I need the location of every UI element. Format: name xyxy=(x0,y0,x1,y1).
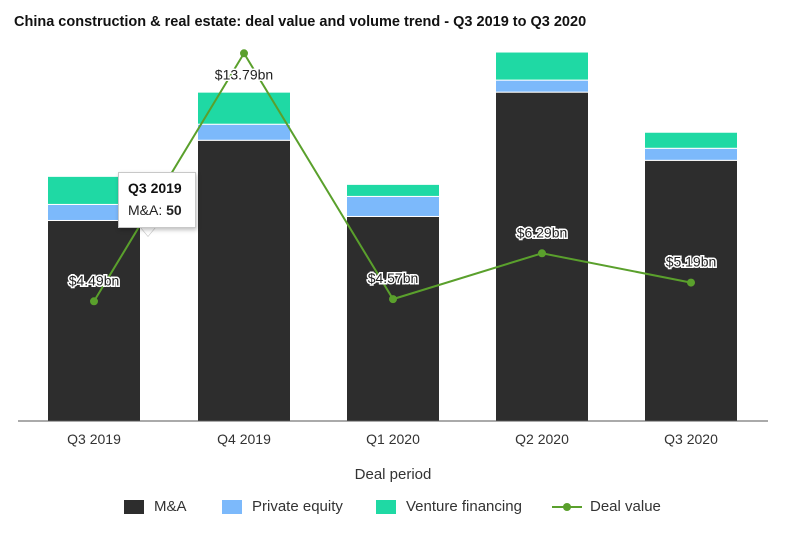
deal-value-point[interactable] xyxy=(687,278,695,287)
bars-layer xyxy=(47,51,738,422)
legend-label-ma: M&A xyxy=(154,498,187,515)
bar-venture-financing-3[interactable] xyxy=(495,51,589,81)
legend-swatch-venture-financing xyxy=(376,499,396,514)
tooltip-series-label: M&A: xyxy=(128,202,163,218)
bar-private-equity-1[interactable] xyxy=(197,123,291,141)
legend-item-deal-value[interactable]: Deal value xyxy=(552,498,661,515)
deal-value-point[interactable] xyxy=(240,49,248,58)
bar-private-equity-4[interactable] xyxy=(644,147,738,161)
legend-label-venture-financing: Venture financing xyxy=(406,498,522,515)
tooltip-row: M&A: 50 xyxy=(128,202,182,218)
legend-item-private-equity[interactable]: Private equity xyxy=(222,498,343,515)
legend-item-venture-financing[interactable]: Venture financing xyxy=(376,498,522,515)
bar-venture-financing-1[interactable] xyxy=(197,91,291,125)
deal-value-point[interactable] xyxy=(538,249,546,258)
data-label: $5.19bn xyxy=(666,254,717,270)
data-label: $4.49bn xyxy=(69,272,120,288)
x-tick-label: Q3 2019 xyxy=(67,431,121,447)
x-axis-title: Deal period xyxy=(355,466,432,483)
bar-venture-financing-2[interactable] xyxy=(346,183,440,197)
deal-value-line-layer: $4.49bn $13.79bn $4.57bn $6.29bn $5.19bn xyxy=(67,49,718,306)
data-label: $6.29bn xyxy=(517,224,568,240)
legend-swatch-ma xyxy=(124,499,144,514)
tooltip-value: 50 xyxy=(166,202,182,218)
x-tick-labels: Q3 2019 Q4 2019 Q1 2020 Q2 2020 Q3 2020 xyxy=(67,431,718,447)
legend: M&A Private equity Venture financing Dea… xyxy=(0,498,800,520)
x-tick-label: Q1 2020 xyxy=(366,431,420,447)
tooltip: Q3 2019 M&A: 50 xyxy=(118,172,196,228)
chart-title: China construction & real estate: deal v… xyxy=(14,14,587,30)
legend-swatch-deal-value xyxy=(552,500,582,514)
tooltip-title: Q3 2019 xyxy=(128,180,182,196)
legend-swatch-private-equity xyxy=(222,499,242,514)
data-label: $13.79bn xyxy=(215,66,273,82)
x-tick-label: Q2 2020 xyxy=(515,431,569,447)
legend-item-ma[interactable]: M&A xyxy=(124,498,187,515)
bar-private-equity-3[interactable] xyxy=(495,79,589,93)
bar-venture-financing-4[interactable] xyxy=(644,131,738,149)
bar-m-a-4[interactable] xyxy=(644,159,738,422)
x-tick-label: Q4 2019 xyxy=(217,431,271,447)
bar-m-a-1[interactable] xyxy=(197,139,291,422)
legend-label-deal-value: Deal value xyxy=(590,498,661,515)
deal-value-point[interactable] xyxy=(389,295,397,304)
deal-value-point[interactable] xyxy=(90,297,98,306)
bar-m-a-0[interactable] xyxy=(47,219,141,422)
legend-label-private-equity: Private equity xyxy=(252,498,343,515)
bar-private-equity-2[interactable] xyxy=(346,195,440,217)
data-label: $4.57bn xyxy=(368,270,419,286)
x-tick-label: Q3 2020 xyxy=(664,431,718,447)
